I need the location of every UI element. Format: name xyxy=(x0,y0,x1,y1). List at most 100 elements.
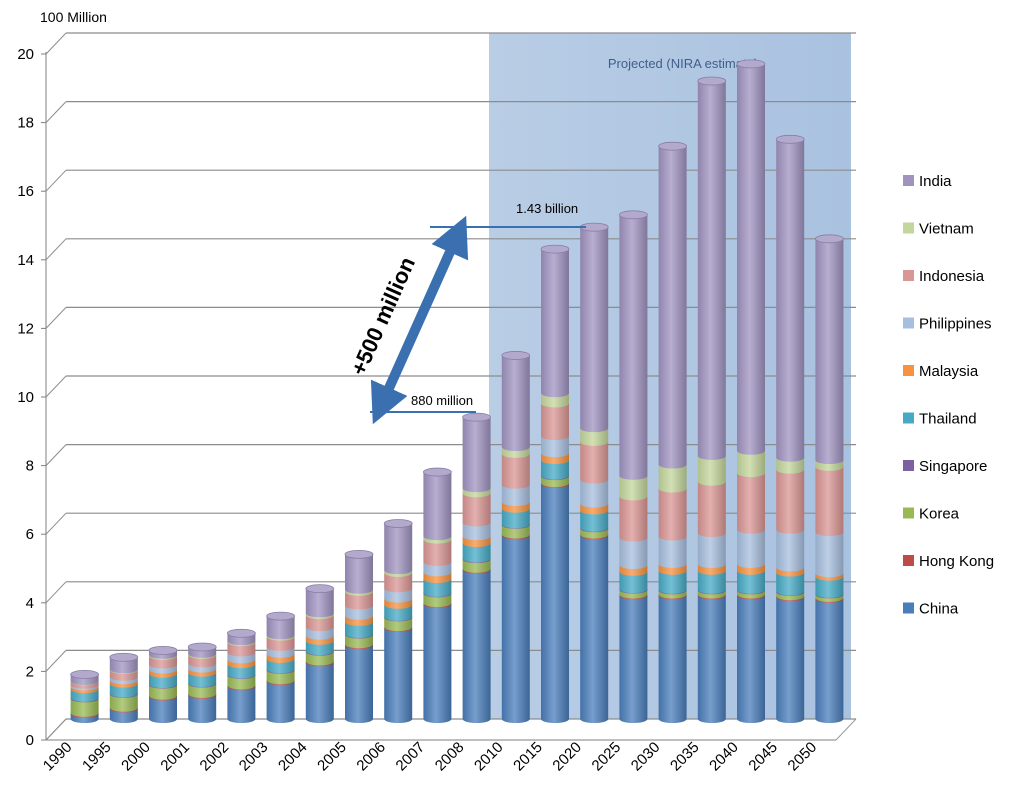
x-tick-label: 2008 xyxy=(432,739,468,775)
bar-cap xyxy=(226,628,256,638)
gridline-side xyxy=(45,718,67,741)
bar-cap xyxy=(619,210,648,220)
segment-thailand xyxy=(580,510,609,532)
segment-philippines xyxy=(619,537,648,569)
segment-vietnam xyxy=(776,457,805,474)
x-tick-label: 2007 xyxy=(393,739,429,775)
gridline-side xyxy=(45,101,67,123)
segment-philippines xyxy=(697,533,726,568)
x-tick-label: 2030 xyxy=(628,739,664,775)
segment-china xyxy=(580,535,609,723)
legend-item-malaysia: Malaysia xyxy=(903,363,979,380)
legend-swatch xyxy=(903,507,914,519)
legend-swatch xyxy=(903,175,914,186)
bar-2010 xyxy=(501,351,531,723)
segment-vietnam xyxy=(619,475,648,501)
bar-cap xyxy=(462,412,492,422)
bar-cap xyxy=(501,351,531,360)
segment-india xyxy=(697,81,726,460)
segment-china xyxy=(462,569,491,723)
segment-china xyxy=(149,696,177,723)
segment-philippines xyxy=(462,522,491,541)
y-tick-label: 6 xyxy=(26,526,34,543)
x-tick-label: 2004 xyxy=(275,739,311,775)
legend-label: Philippines xyxy=(919,316,992,333)
segment-thailand xyxy=(737,570,765,594)
segment-philippines xyxy=(501,484,530,506)
bar-2045 xyxy=(775,134,805,723)
segment-thailand xyxy=(188,672,217,687)
bar-2006 xyxy=(383,519,413,723)
segment-china xyxy=(345,645,373,723)
x-tick-label: 2003 xyxy=(236,739,272,775)
segment-india xyxy=(658,146,687,469)
x-axis-ticks: 1990 1995 2000 2001 2002 2003 2004 2005 2006 2007… xyxy=(40,739,820,775)
x-tick-label: 2050 xyxy=(785,739,821,775)
bar-1990 xyxy=(70,670,99,723)
segment-indonesia xyxy=(658,488,687,541)
segment-indonesia xyxy=(697,481,726,538)
gridline-side xyxy=(45,375,67,398)
segment-india xyxy=(619,214,648,480)
segment-china xyxy=(305,662,334,723)
bar-2000 xyxy=(148,646,178,723)
segment-korea xyxy=(266,669,295,685)
segment-philippines xyxy=(815,532,844,578)
segment-india xyxy=(109,657,138,674)
x-tick-label: 2035 xyxy=(667,739,703,775)
segment-philippines xyxy=(658,536,687,568)
gridline-side xyxy=(45,581,67,604)
x-tick-label: 2025 xyxy=(589,739,625,775)
segment-korea xyxy=(149,684,177,700)
segment-china xyxy=(423,604,452,723)
segment-indonesia xyxy=(815,466,844,537)
gridline-side xyxy=(45,444,67,466)
segment-korea xyxy=(188,683,217,698)
y-tick-label: 4 xyxy=(26,595,34,612)
legend-item-india: India xyxy=(903,173,952,190)
segment-india xyxy=(776,139,805,462)
annotation-label-880: 880 million xyxy=(411,393,473,408)
segment-philippines xyxy=(541,436,569,458)
segment-china xyxy=(541,484,569,723)
y-tick-label: 12 xyxy=(17,320,34,337)
bar-2004 xyxy=(305,584,335,723)
bar-2050 xyxy=(815,234,844,723)
segment-india xyxy=(815,238,844,465)
legend-item-philippines: Philippines xyxy=(903,316,992,333)
segment-china xyxy=(266,681,295,723)
segment-china xyxy=(737,595,765,723)
x-tick-label: 1990 xyxy=(40,739,76,775)
segment-china xyxy=(188,694,217,723)
segment-philippines xyxy=(423,561,452,577)
gridline-side xyxy=(45,32,67,55)
x-tick-label: 2000 xyxy=(118,739,154,775)
segment-korea xyxy=(227,675,256,690)
legend-swatch xyxy=(903,602,914,614)
x-tick-label: 2015 xyxy=(510,739,546,775)
legend-label: Indonesia xyxy=(919,268,985,285)
segment-korea xyxy=(70,698,99,717)
segment-india xyxy=(384,523,413,575)
legend-item-hong-kong: Hong Kong xyxy=(903,553,994,570)
x-tick-label: 2045 xyxy=(745,739,781,775)
segment-thailand xyxy=(345,621,373,638)
bar-2025 xyxy=(619,210,648,723)
segment-indonesia xyxy=(266,636,295,651)
projection-label: Projected (NIRA estimate) xyxy=(608,56,758,71)
bar-1995 xyxy=(109,652,139,723)
segment-indonesia xyxy=(423,539,452,566)
segment-vietnam xyxy=(697,455,726,486)
x-tick-label: 2001 xyxy=(157,739,193,775)
legend-label: Hong Kong xyxy=(919,553,994,570)
gridline-side xyxy=(45,169,67,192)
segment-china xyxy=(815,598,844,723)
x-tick-label: 1995 xyxy=(79,739,115,775)
segment-indonesia xyxy=(462,493,491,527)
bar-2007 xyxy=(422,467,452,723)
bar-2035 xyxy=(697,76,727,723)
segment-vietnam xyxy=(580,428,609,446)
x-tick-label: 2005 xyxy=(314,739,350,775)
segment-india xyxy=(266,616,295,640)
segment-thailand xyxy=(658,570,687,594)
